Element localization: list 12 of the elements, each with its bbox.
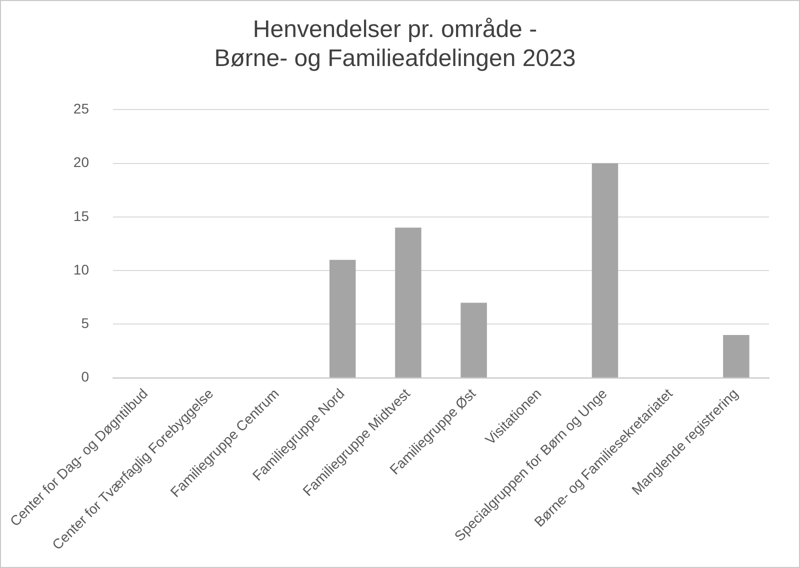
y-tick-label: 15 xyxy=(73,208,90,224)
y-tick-label: 25 xyxy=(73,100,90,116)
bar xyxy=(723,334,750,378)
bar xyxy=(592,163,618,378)
y-tick-label: 20 xyxy=(73,154,90,170)
y-tick-label: 5 xyxy=(81,315,90,332)
chart-title: Henvendelser pr. område - Børne- og Familieafdelingen 2023 xyxy=(214,16,576,72)
bar xyxy=(395,228,422,378)
bar xyxy=(329,260,356,378)
y-tick-label: 0 xyxy=(81,368,90,385)
bar xyxy=(460,302,487,378)
y-tick-label: 10 xyxy=(73,261,90,278)
